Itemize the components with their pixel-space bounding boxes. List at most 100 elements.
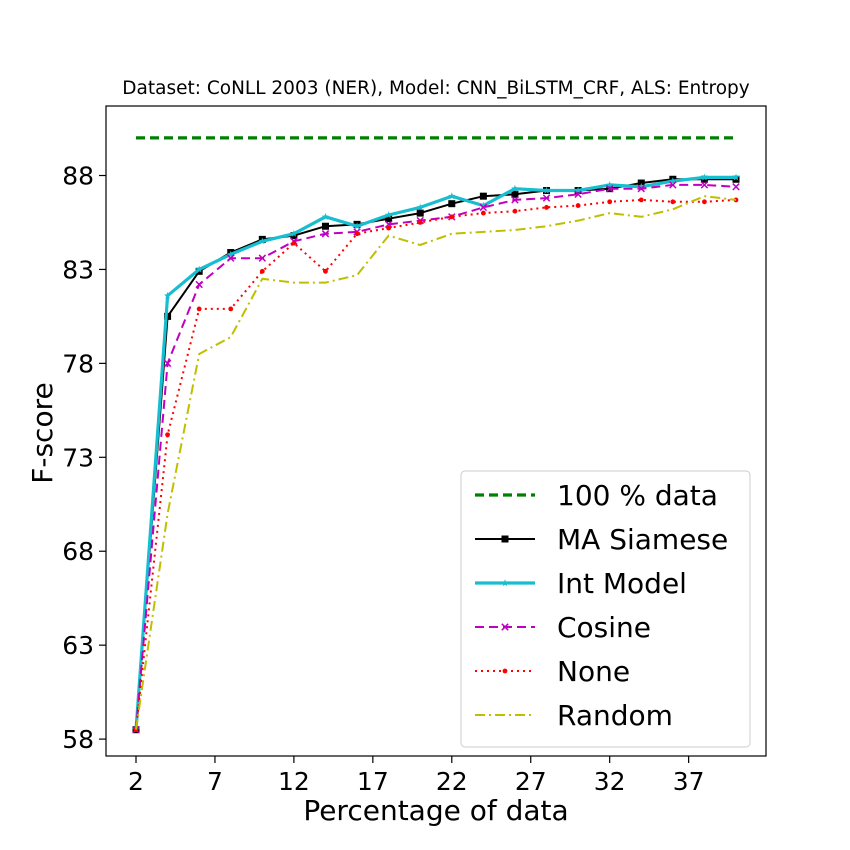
data-point-none xyxy=(733,197,739,203)
y-tick-label: 73 xyxy=(62,443,94,472)
data-point-int-model xyxy=(574,186,582,194)
x-tick-label: 12 xyxy=(278,767,310,796)
data-point-none xyxy=(670,199,676,205)
data-point-cosine xyxy=(732,183,740,191)
x-tick-label: 37 xyxy=(673,767,705,796)
data-point-cosine xyxy=(669,181,677,189)
data-point-int-model xyxy=(227,250,235,258)
legend-label: Random xyxy=(557,699,673,732)
data-point-ma-siamese xyxy=(700,175,708,183)
x-tick-label: 2 xyxy=(128,767,144,796)
data-point-cosine xyxy=(163,359,172,368)
legend-label: None xyxy=(557,655,630,688)
data-point-int-model xyxy=(258,237,266,245)
data-point-none xyxy=(544,205,549,210)
legend-label: MA Siamese xyxy=(557,523,728,556)
chart-title: Dataset: CoNLL 2003 (NER), Model: CNN_Bi… xyxy=(122,78,749,99)
y-axis-title: F-score xyxy=(26,382,59,483)
data-point-int-model xyxy=(353,222,361,230)
x-tick-label: 22 xyxy=(436,767,468,796)
legend-label: 100 % data xyxy=(557,479,718,512)
data-point-cosine xyxy=(384,220,393,229)
series-none xyxy=(133,197,739,733)
data-point-ma-siamese xyxy=(290,232,298,240)
legend-item-100-data: 100 % data xyxy=(475,479,718,512)
data-point-ma-siamese xyxy=(511,190,519,198)
series-line-random xyxy=(135,195,737,730)
legend: 100 % data MA Siamese Int Model Cosine None R… xyxy=(460,470,751,748)
series-int-model xyxy=(132,173,740,733)
legend-label: Cosine xyxy=(557,611,651,644)
series-random xyxy=(135,195,737,730)
data-point-none xyxy=(512,208,518,214)
data-point-cosine xyxy=(542,194,551,202)
data-point-cosine xyxy=(321,230,330,238)
data-point-ma-siamese xyxy=(732,175,740,183)
data-point-ma-siamese xyxy=(479,192,487,200)
y-tick-label: 83 xyxy=(62,255,94,284)
data-point-none xyxy=(323,268,328,274)
data-point-cosine xyxy=(258,254,267,262)
data-point-none xyxy=(291,240,297,246)
data-point-none xyxy=(228,306,234,312)
legend-marker xyxy=(502,668,508,674)
data-point-int-model xyxy=(511,184,519,192)
data-point-int-model xyxy=(164,291,172,299)
data-point-ma-siamese xyxy=(637,179,645,187)
data-point-none xyxy=(417,220,423,225)
y-tick-label: 88 xyxy=(62,162,94,191)
legend-item-none: None xyxy=(475,655,630,688)
data-point-ma-siamese xyxy=(448,200,456,208)
data-point-int-model xyxy=(606,181,614,188)
data-point-none xyxy=(638,197,644,203)
data-point-int-model xyxy=(448,192,456,200)
legend-item-random: Random xyxy=(475,699,673,732)
data-point-cosine xyxy=(195,280,203,289)
x-tick-label: 17 xyxy=(357,767,389,796)
data-point-int-model xyxy=(195,265,203,273)
data-point-int-model xyxy=(290,229,298,237)
data-point-none xyxy=(259,268,265,274)
y-tick-label: 78 xyxy=(62,349,94,378)
data-point-none xyxy=(386,225,392,231)
series-line-none xyxy=(135,198,737,730)
legend-item-int-model: Int Model xyxy=(475,567,687,600)
series-line-int-model xyxy=(134,175,736,730)
data-point-ma-siamese xyxy=(321,222,329,230)
data-point-int-model xyxy=(637,183,645,190)
data-point-none xyxy=(480,210,486,216)
data-point-int-model xyxy=(479,201,487,209)
legend-marker xyxy=(501,579,509,587)
data-point-cosine xyxy=(574,190,582,199)
legend-marker xyxy=(501,623,509,631)
data-point-none xyxy=(165,432,170,438)
data-point-cosine xyxy=(700,181,709,189)
x-tick-label: 7 xyxy=(207,767,223,796)
data-point-none xyxy=(449,214,455,220)
x-axis-title: Percentage of data xyxy=(303,794,568,827)
data-point-none xyxy=(196,306,202,312)
y-tick-label: 63 xyxy=(62,631,94,660)
plot-frame xyxy=(105,105,767,757)
data-point-cosine xyxy=(479,203,488,212)
x-tick-label: 27 xyxy=(515,767,547,796)
data-point-none xyxy=(702,199,707,205)
data-point-ma-siamese xyxy=(416,209,424,217)
y-tick-label: 58 xyxy=(62,725,94,754)
data-point-int-model xyxy=(416,203,424,211)
data-point-cosine xyxy=(227,254,235,262)
series-line-ma-siamese xyxy=(135,178,736,730)
data-point-cosine xyxy=(605,184,614,193)
x-tick-label: 32 xyxy=(594,767,626,796)
data-point-int-model xyxy=(700,173,708,181)
data-point-int-model xyxy=(385,211,393,218)
data-point-cosine xyxy=(511,196,519,204)
data-point-ma-siamese xyxy=(385,215,393,223)
legend-marker xyxy=(501,535,509,543)
data-point-none xyxy=(575,203,581,208)
legend-label: Int Model xyxy=(557,567,687,600)
data-point-cosine xyxy=(637,184,645,193)
data-point-int-model xyxy=(669,177,677,185)
